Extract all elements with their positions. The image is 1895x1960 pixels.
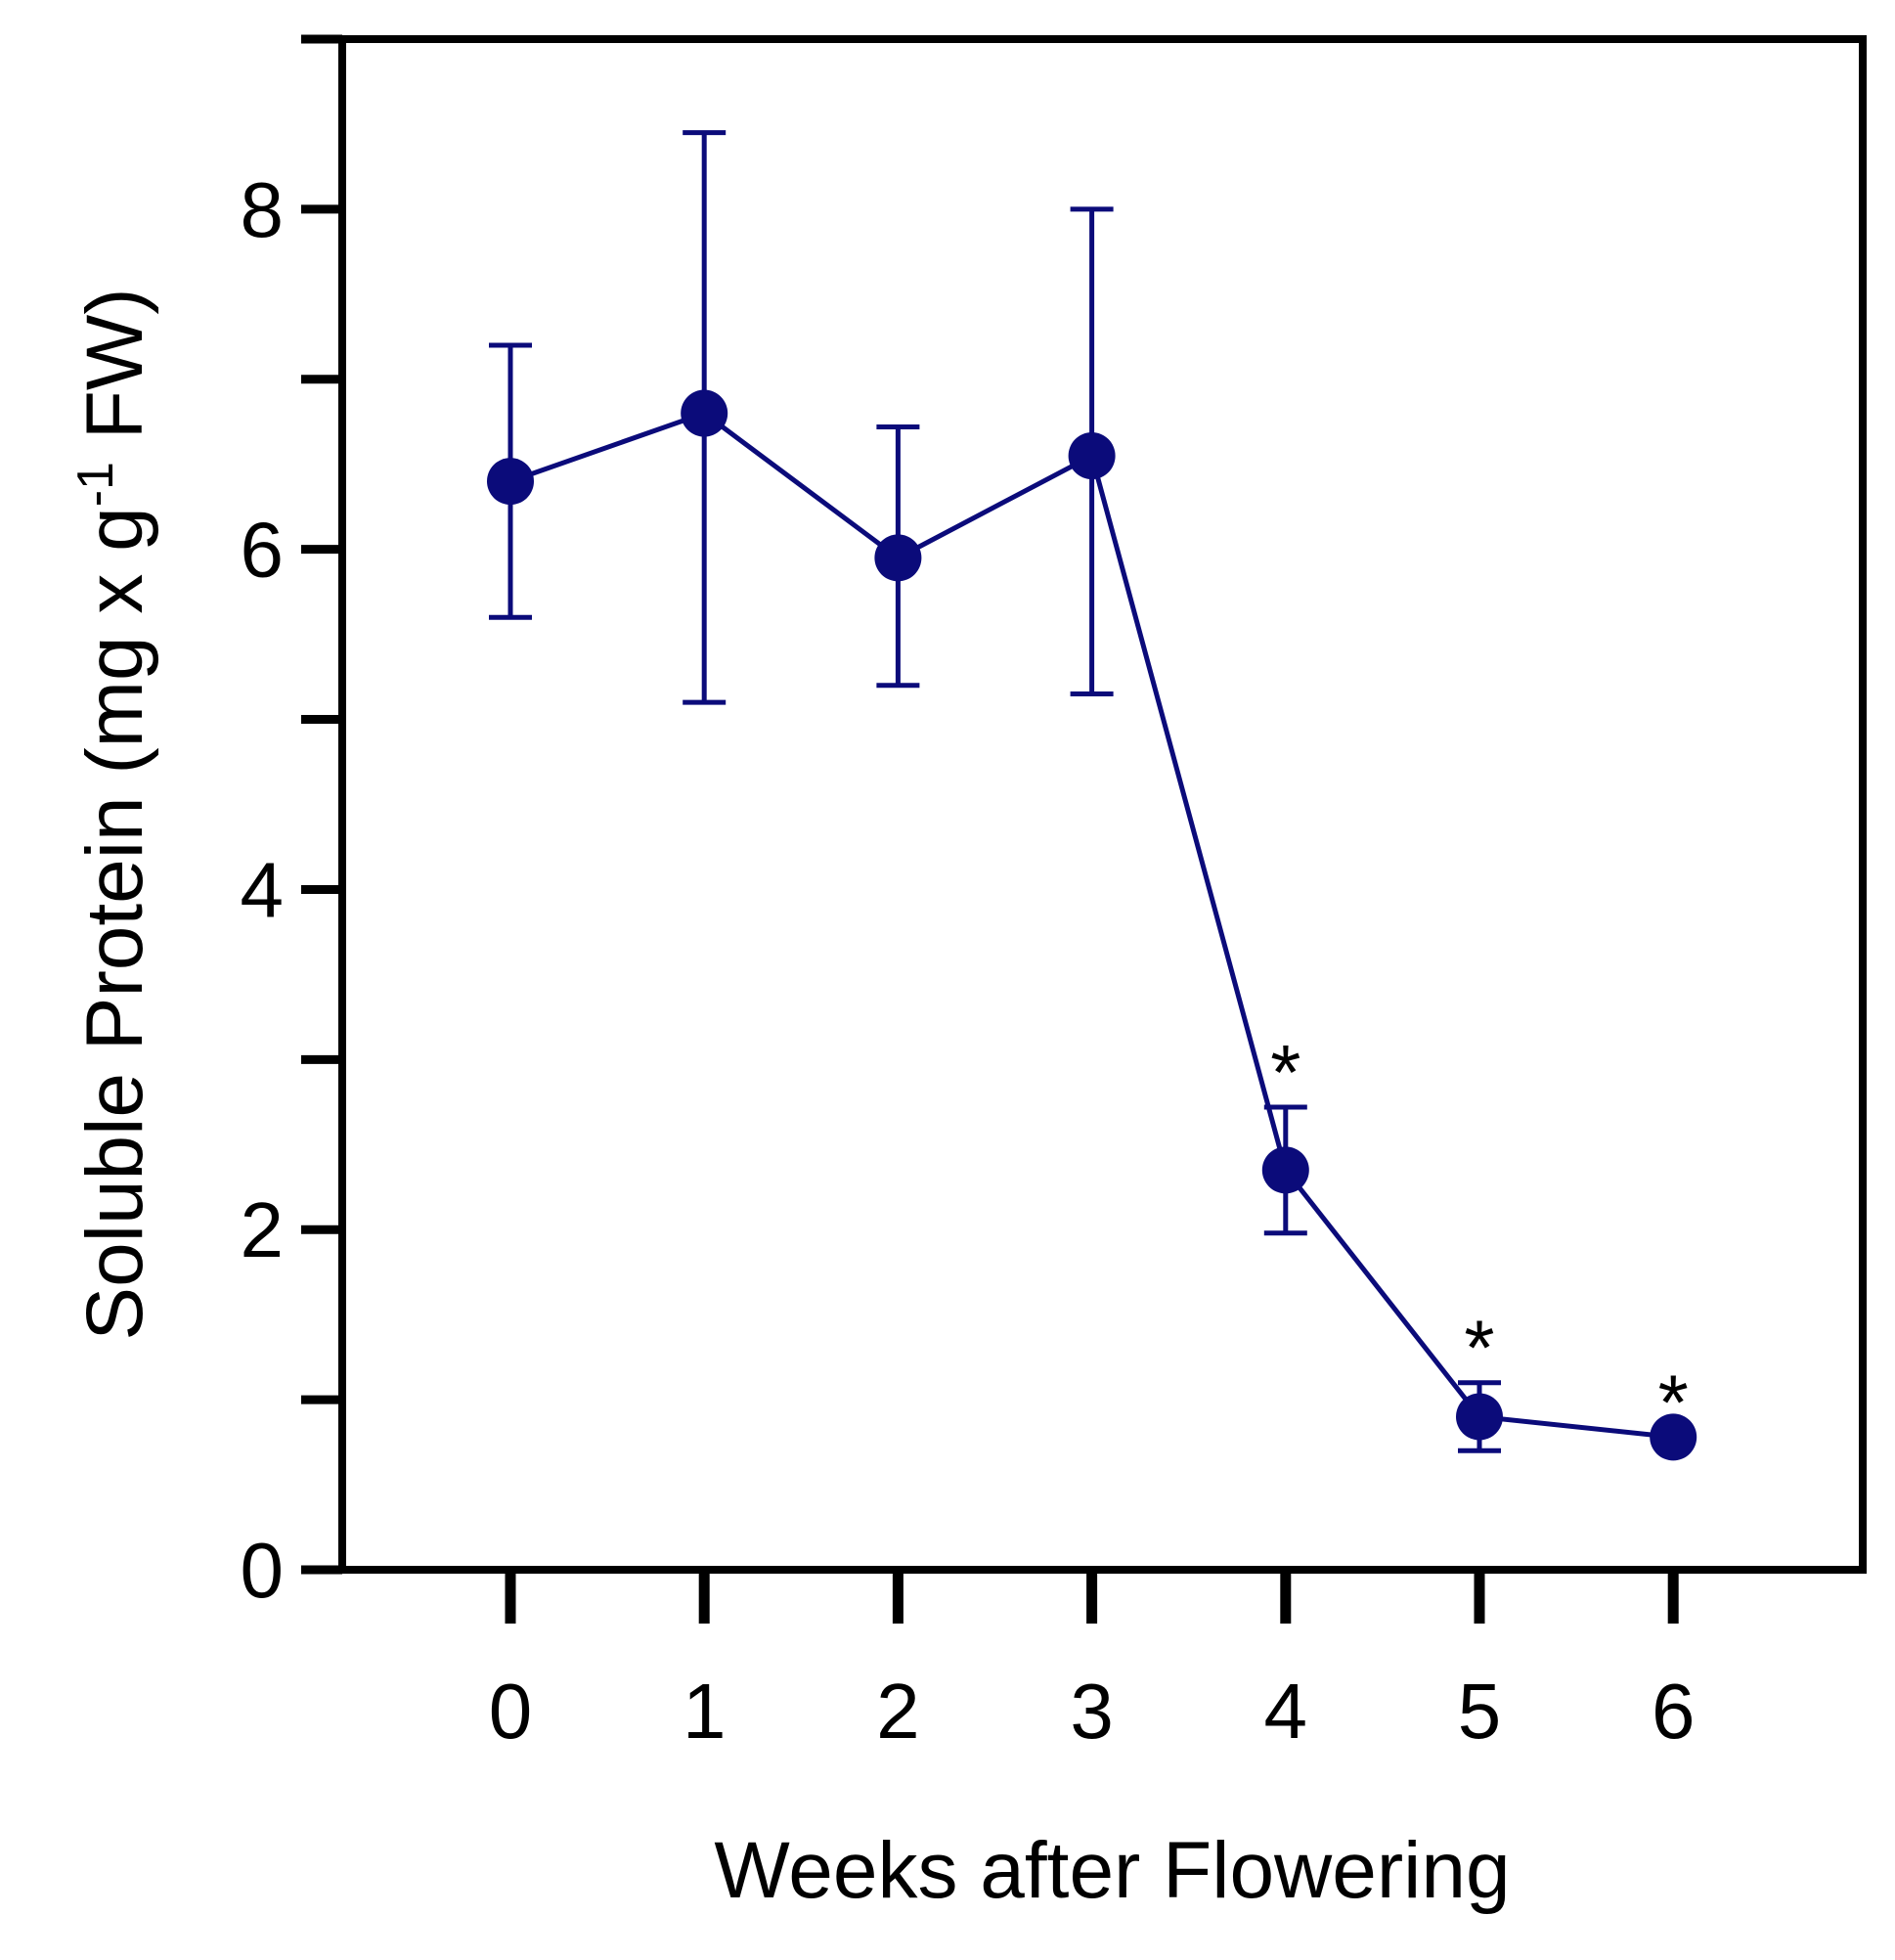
x-tick-label: 2	[876, 1668, 920, 1755]
significance-asterisk: *	[1464, 1305, 1494, 1392]
data-point	[874, 534, 922, 582]
y-tick-label: 4	[241, 846, 285, 933]
data-point	[1068, 432, 1116, 480]
significance-asterisk: *	[1270, 1029, 1300, 1116]
y-tick-label: 2	[241, 1186, 285, 1273]
x-tick-label: 4	[1264, 1668, 1308, 1755]
x-tick-label: 1	[683, 1668, 727, 1755]
significance-asterisk: *	[1658, 1359, 1689, 1446]
x-tick-label: 5	[1458, 1668, 1502, 1755]
y-axis-title-main: Soluble Protein (mg x g	[70, 507, 159, 1340]
y-tick-label: 8	[241, 166, 285, 253]
points-layer	[487, 389, 1697, 1461]
x-tick-label: 3	[1070, 1668, 1114, 1755]
axes-layer	[301, 34, 1867, 1624]
x-tick-label: 0	[489, 1668, 533, 1755]
y-tick-label: 6	[241, 507, 285, 594]
y-axis-title-end: FW)	[70, 288, 159, 462]
data-point	[681, 389, 728, 437]
plot-frame	[338, 35, 1867, 1574]
y-tick-label: 0	[241, 1527, 285, 1614]
x-tick-label: 6	[1652, 1668, 1696, 1755]
data-point	[1261, 1146, 1309, 1194]
x-axis-title: Weeks after Flowering	[714, 1826, 1510, 1915]
y-axis-title: Soluble Protein (mg x g-1 FW)	[67, 288, 159, 1340]
labels-layer: 0 2 4 6 8 0 1 2 3 4 5 6 Weeks after Flowering Soluble…	[67, 166, 1695, 1915]
data-point	[1456, 1393, 1503, 1441]
data-point	[487, 458, 534, 506]
data-point	[1650, 1413, 1697, 1461]
y-axis-title-superscript: -1	[67, 462, 124, 507]
